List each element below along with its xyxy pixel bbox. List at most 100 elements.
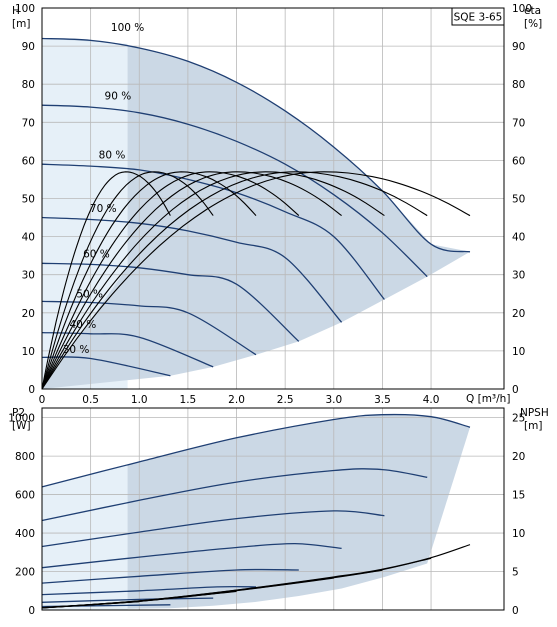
npsh-curves: [41, 544, 471, 609]
h-tick-label: 70: [22, 117, 35, 129]
h-tick-label: 0: [28, 384, 35, 396]
speed-label: 100 %: [111, 22, 144, 34]
head-curve: [41, 262, 300, 342]
eta-curve: [41, 171, 214, 390]
head-eta-chart: 0 10 20 30 40 50 60 70 80 90 100 0 10 20 30 40 50 60 70 80…: [12, 3, 542, 406]
npsh-tick-label: 25: [512, 413, 525, 425]
p2-tick-label: 600: [15, 490, 35, 502]
power-curve: [41, 597, 214, 603]
power-axis-label: P2: [12, 407, 25, 419]
head-curve: [41, 216, 343, 323]
h-tick-label: 50: [22, 194, 35, 206]
eta-curve: [41, 171, 171, 390]
power-curve: [41, 510, 385, 548]
eta-tick-label: 50: [512, 194, 525, 206]
power-left-ticks: 0 200 400 600 800 1000: [8, 413, 35, 617]
speed-label: 50 %: [76, 289, 103, 301]
npsh-tick-label: 20: [512, 451, 525, 463]
eta-curve: [41, 171, 342, 390]
h-tick-label: 40: [22, 232, 35, 244]
eta-curve: [41, 171, 300, 390]
p2-tick-label: 800: [15, 451, 35, 463]
x-tick-label: 0: [39, 394, 46, 406]
power-low-flow-band: [42, 464, 128, 610]
x-tick-label: 4.0: [423, 394, 440, 406]
power-plot-frame: [41, 407, 505, 611]
x-tick-label: 3.5: [374, 394, 391, 406]
head-curve: [41, 331, 214, 368]
h-tick-label: 30: [22, 270, 35, 282]
npsh-tick-label: 10: [512, 528, 525, 540]
head-curve: [41, 37, 471, 253]
flow-ticks: 0 0.5 1.0 1.5 2.0 2.5 3.0 3.5 4.0: [39, 394, 440, 406]
flow-axis-label: Q [m³/h]: [466, 393, 510, 405]
head-left-ticks: 0 10 20 30 40 50 60 70 80 90 100: [15, 3, 35, 396]
head-curve: [41, 163, 385, 300]
power-curve: [41, 585, 257, 596]
h-tick-label: 10: [22, 346, 35, 358]
x-tick-label: 0.5: [82, 394, 99, 406]
eta-tick-label: 40: [512, 232, 525, 244]
head-envelope: [42, 38, 470, 389]
eta-axis-unit: [%]: [524, 18, 542, 30]
head-grid: [41, 7, 504, 390]
speed-label: 90 %: [105, 90, 132, 102]
head-axis-label: H: [12, 5, 20, 17]
h-tick-label: 90: [22, 41, 35, 53]
x-tick-label: 2.5: [277, 394, 294, 406]
eta-curve: [41, 171, 471, 390]
x-tick-label: 2.0: [228, 394, 245, 406]
power-curve: [41, 542, 342, 569]
power-axis-unit: [W]: [12, 420, 31, 432]
eta-tick-label: 70: [512, 117, 525, 129]
model-box: [451, 7, 505, 26]
power-npsh-chart: 0 200 400 600 800 1000 0 5 10 15 20 25 P2 [W] NPSH…: [8, 407, 548, 617]
model-title: SQE 3-65: [454, 12, 503, 24]
npsh-tick-label: 15: [512, 490, 525, 502]
npsh-tick-label: 5: [512, 567, 519, 579]
eta-tick-label: 30: [512, 270, 525, 282]
x-tick-label: 3.0: [325, 394, 342, 406]
eta-tick-label: 90: [512, 41, 525, 53]
npsh-axis-label: NPSH: [520, 407, 549, 419]
h-tick-label: 100: [15, 3, 35, 15]
speed-label: 30 %: [63, 344, 90, 356]
eta-tick-label: 100: [512, 3, 532, 15]
head-curves: [41, 37, 471, 377]
p2-tick-label: 1000: [8, 413, 35, 425]
eta-right-ticks: 0 10 20 30 40 50 60 70 80 90 100: [512, 3, 532, 396]
eta-curve: [41, 171, 385, 390]
speed-label: 40 %: [70, 319, 97, 331]
power-curve: [41, 468, 428, 522]
eta-curves: [41, 171, 471, 390]
head-curve: [41, 356, 171, 377]
x-tick-label: 1.5: [180, 394, 197, 406]
npsh-tick-label: 0: [512, 605, 519, 617]
eta-tick-label: 60: [512, 155, 525, 167]
power-curves: [41, 413, 471, 608]
eta-tick-label: 0: [512, 384, 519, 396]
eta-axis-label: eta: [524, 5, 541, 17]
speed-label: 80 %: [99, 149, 126, 161]
h-tick-label: 80: [22, 79, 35, 91]
h-tick-label: 60: [22, 155, 35, 167]
eta-tick-label: 20: [512, 308, 525, 320]
eta-curve: [41, 171, 428, 390]
p2-tick-label: 400: [15, 528, 35, 540]
npsh-curve: [41, 601, 140, 609]
h-tick-label: 20: [22, 308, 35, 320]
p2-tick-label: 0: [28, 605, 35, 617]
head-plot-frame: [41, 7, 505, 390]
speed-label: 70 %: [90, 203, 117, 215]
head-curve: [41, 104, 428, 278]
npsh-axis-unit: [m]: [524, 420, 542, 432]
power-curve: [41, 568, 299, 584]
power-envelope: [42, 414, 470, 610]
x-tick-label: 1.0: [131, 394, 148, 406]
head-axis-unit: [m]: [12, 18, 30, 30]
npsh-right-ticks: 0 5 10 15 20 25: [512, 413, 525, 617]
power-grid: [41, 408, 504, 611]
eta-tick-label: 10: [512, 346, 525, 358]
p2-tick-label: 200: [15, 567, 35, 579]
